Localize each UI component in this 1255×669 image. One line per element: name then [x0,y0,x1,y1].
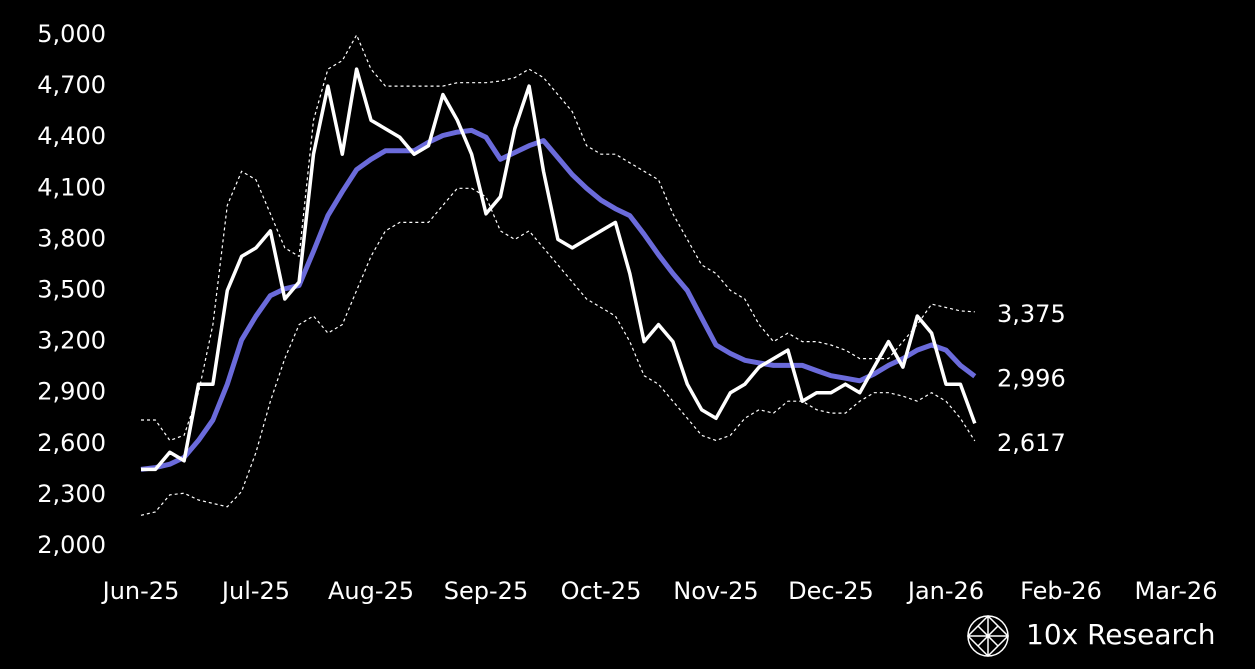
brand-name: 10x Research [1026,618,1216,651]
y-tick-label: 2,300 [37,480,106,508]
y-tick-label: 2,000 [37,531,106,559]
y-tick-label: 4,700 [37,71,106,99]
x-tick-label: Oct-25 [561,577,642,605]
x-tick-label: Jul-25 [220,577,290,605]
y-tick-label: 3,800 [37,224,106,252]
x-tick-label: Mar-26 [1135,577,1218,605]
y-tick-label: 5,000 [37,20,106,48]
x-tick-label: Aug-25 [328,577,414,605]
x-tick-label: Jun-25 [101,577,180,605]
x-tick-label: Dec-25 [788,577,874,605]
band-line [141,34,975,441]
x-tick-label: Nov-25 [673,577,758,605]
x-tick-label: Sep-25 [444,577,528,605]
y-tick-label: 2,600 [37,429,106,457]
end-label: 3,375 [997,300,1066,328]
y-tick-label: 3,500 [37,276,106,304]
series-line [140,127,977,472]
band-line [140,187,976,516]
brand-logo [966,614,1010,658]
end-label: 2,996 [997,364,1066,392]
y-tick-label: 3,200 [37,327,106,355]
y-tick-label: 4,400 [37,122,106,150]
x-tick-label: Feb-26 [1020,577,1102,605]
y-tick-label: 4,100 [37,173,106,201]
series-line [141,67,977,472]
end-label: 2,617 [997,429,1066,457]
y-tick-label: 2,900 [37,378,106,406]
x-tick-label: Jan-26 [906,577,984,605]
